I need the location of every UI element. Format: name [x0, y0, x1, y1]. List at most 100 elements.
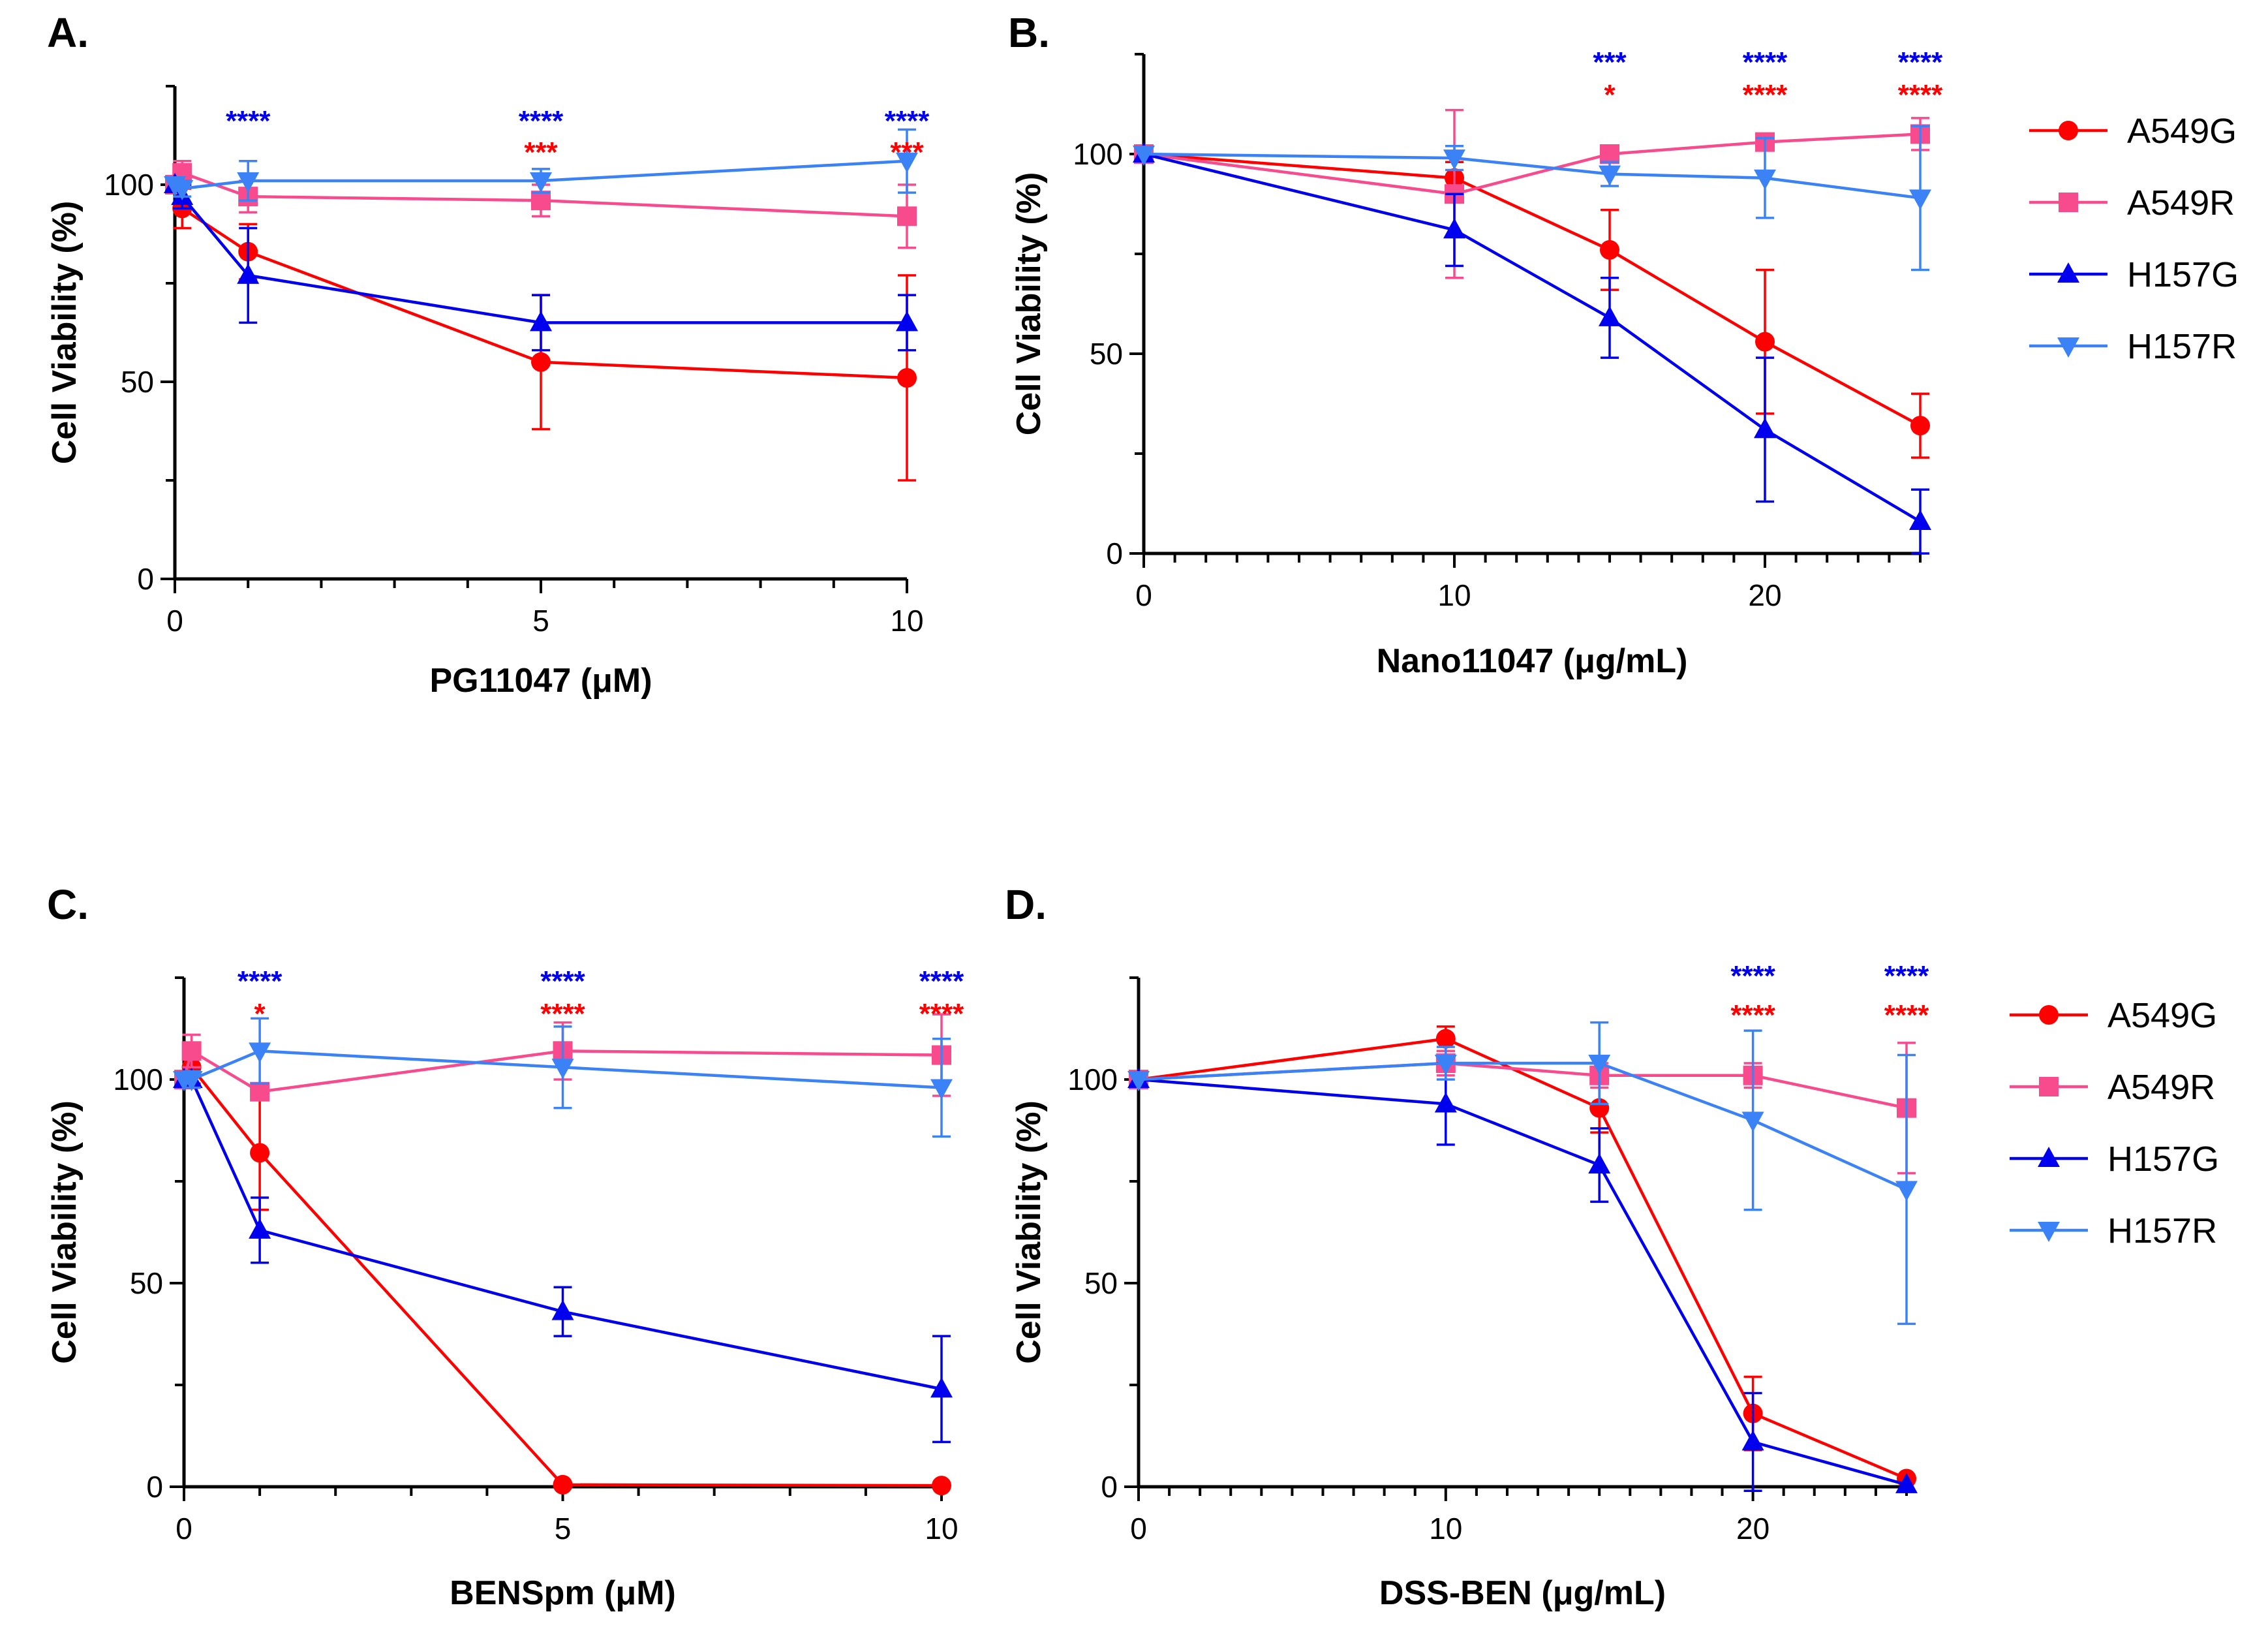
data-point: [1895, 1181, 1918, 1202]
x-axis-title: DSS-BEN (μg/mL): [1379, 1574, 1666, 1612]
series-a549g: [1129, 1025, 1916, 1489]
data-point: [1754, 418, 1776, 439]
series-a549g: [1134, 144, 1930, 459]
y-tick-label: 0: [1106, 536, 1123, 570]
x-tick-label: 0: [1135, 578, 1152, 612]
data-point: [930, 1377, 953, 1398]
data-point: [250, 1143, 270, 1163]
legend-label: H157G: [2107, 1140, 2219, 1179]
data-point: [1599, 305, 1621, 326]
y-tick-label: 0: [146, 1470, 163, 1504]
legend-label: H157R: [2127, 327, 2237, 366]
legend-marker: [2039, 1005, 2059, 1025]
series-h157r: [173, 1017, 953, 1138]
data-point: [181, 1041, 202, 1061]
data-point: [1443, 149, 1465, 170]
data-point: [249, 1218, 271, 1239]
data-point: [531, 191, 551, 211]
y-tick-label: 50: [1090, 337, 1123, 371]
significance-blue: ****: [1730, 960, 1775, 992]
x-axis-title: PG11047 (μM): [429, 662, 652, 700]
significance-blue: ****: [885, 105, 930, 137]
series-line: [1143, 152, 1922, 523]
data-point: [530, 172, 552, 193]
data-point: [531, 352, 551, 372]
y-axis-title: Cell Viability (%): [46, 1100, 84, 1364]
y-tick-label: 100: [113, 1063, 163, 1096]
significance-blue: ***: [1593, 46, 1627, 78]
series-h157g: [1133, 142, 1931, 555]
series-line: [1138, 1061, 1907, 1110]
y-axis-title: Cell Viability (%): [1010, 172, 1048, 436]
panel-letter: A.: [47, 9, 89, 56]
y-tick-label: 0: [137, 562, 154, 596]
chart-panel-b: B. 0 50 100 0 10 20 Nano11047 (μg/mL) Cell Viabi…: [1008, 9, 1943, 680]
panel-letter: B.: [1008, 9, 1050, 56]
data-point: [180, 1071, 203, 1091]
legend-marker: [2059, 121, 2078, 140]
data-point: [1435, 1029, 1456, 1049]
y-tick-label: 100: [1067, 1063, 1118, 1096]
data-point: [1434, 1055, 1457, 1076]
significance-red: ****: [1730, 999, 1775, 1031]
data-point: [250, 1081, 270, 1102]
x-tick-label: 0: [166, 604, 183, 638]
data-point: [1600, 240, 1619, 260]
data-point: [932, 1476, 951, 1496]
significance-blue: ****: [1898, 46, 1943, 78]
series-h157r: [1127, 1021, 1918, 1326]
y-tick-label: 100: [104, 168, 154, 202]
chart-panel-c: C. 0 50 100 0 5 10 BENSpm (μM) Cell Viability (%…: [46, 881, 964, 1612]
significance-blue: ****: [519, 105, 564, 137]
y-axis-title: Cell Viability (%): [46, 201, 84, 465]
data-point: [1127, 1071, 1150, 1091]
data-point: [237, 263, 260, 284]
data-point: [249, 1042, 271, 1063]
legend-label: H157R: [2107, 1211, 2217, 1250]
data-point: [1741, 1430, 1764, 1451]
legend-label: A549G: [2107, 996, 2217, 1035]
x-axis-title: Nano11047 (μg/mL): [1377, 642, 1688, 680]
data-point: [897, 367, 917, 388]
legend-marker: [2038, 1147, 2060, 1167]
data-point: [1895, 1472, 1918, 1493]
significance-red: ***: [890, 136, 924, 168]
panel-letter: C.: [47, 881, 89, 928]
legend-marker: [2057, 337, 2079, 358]
series-h157r: [1133, 125, 1931, 272]
x-tick-label: 10: [890, 604, 923, 638]
x-tick-label: 10: [1429, 1512, 1462, 1546]
significance-red: ****: [1743, 79, 1788, 111]
data-point: [1434, 1092, 1457, 1113]
data-point: [1909, 510, 1931, 531]
significance-blue: ****: [226, 105, 271, 137]
data-point: [1754, 169, 1776, 190]
legend-marker: [2039, 1077, 2059, 1096]
significance-red: ****: [919, 998, 964, 1030]
x-tick-label: 10: [1437, 578, 1471, 612]
data-point: [551, 1299, 574, 1320]
series-line: [1138, 1037, 1907, 1480]
significance-blue: ****: [1884, 960, 1929, 992]
chart-panel-a: A. 0 50 100 0 5 10 PG11047 (μM) Cell Viability (…: [46, 9, 930, 700]
significance-blue: ****: [238, 965, 283, 997]
series-a549r: [1134, 108, 1930, 279]
data-point: [896, 311, 918, 332]
y-tick-label: 100: [1073, 137, 1123, 171]
legend-1: A549G A549R H157G H157R: [2029, 112, 2239, 366]
data-point: [553, 1474, 573, 1495]
x-tick-label: 5: [532, 604, 549, 638]
series-a549g: [174, 1049, 951, 1496]
series-line: [184, 1078, 942, 1391]
x-tick-label: 10: [925, 1512, 958, 1546]
data-point: [530, 311, 552, 332]
x-tick-label: 20: [1748, 578, 1781, 612]
data-point: [1600, 144, 1619, 164]
data-point: [237, 172, 260, 193]
series-line: [1143, 152, 1921, 200]
data-point: [1910, 416, 1930, 436]
series-line: [1143, 152, 1922, 427]
data-point: [897, 206, 917, 226]
data-point: [1741, 1111, 1764, 1132]
significance-blue: ****: [919, 965, 964, 997]
